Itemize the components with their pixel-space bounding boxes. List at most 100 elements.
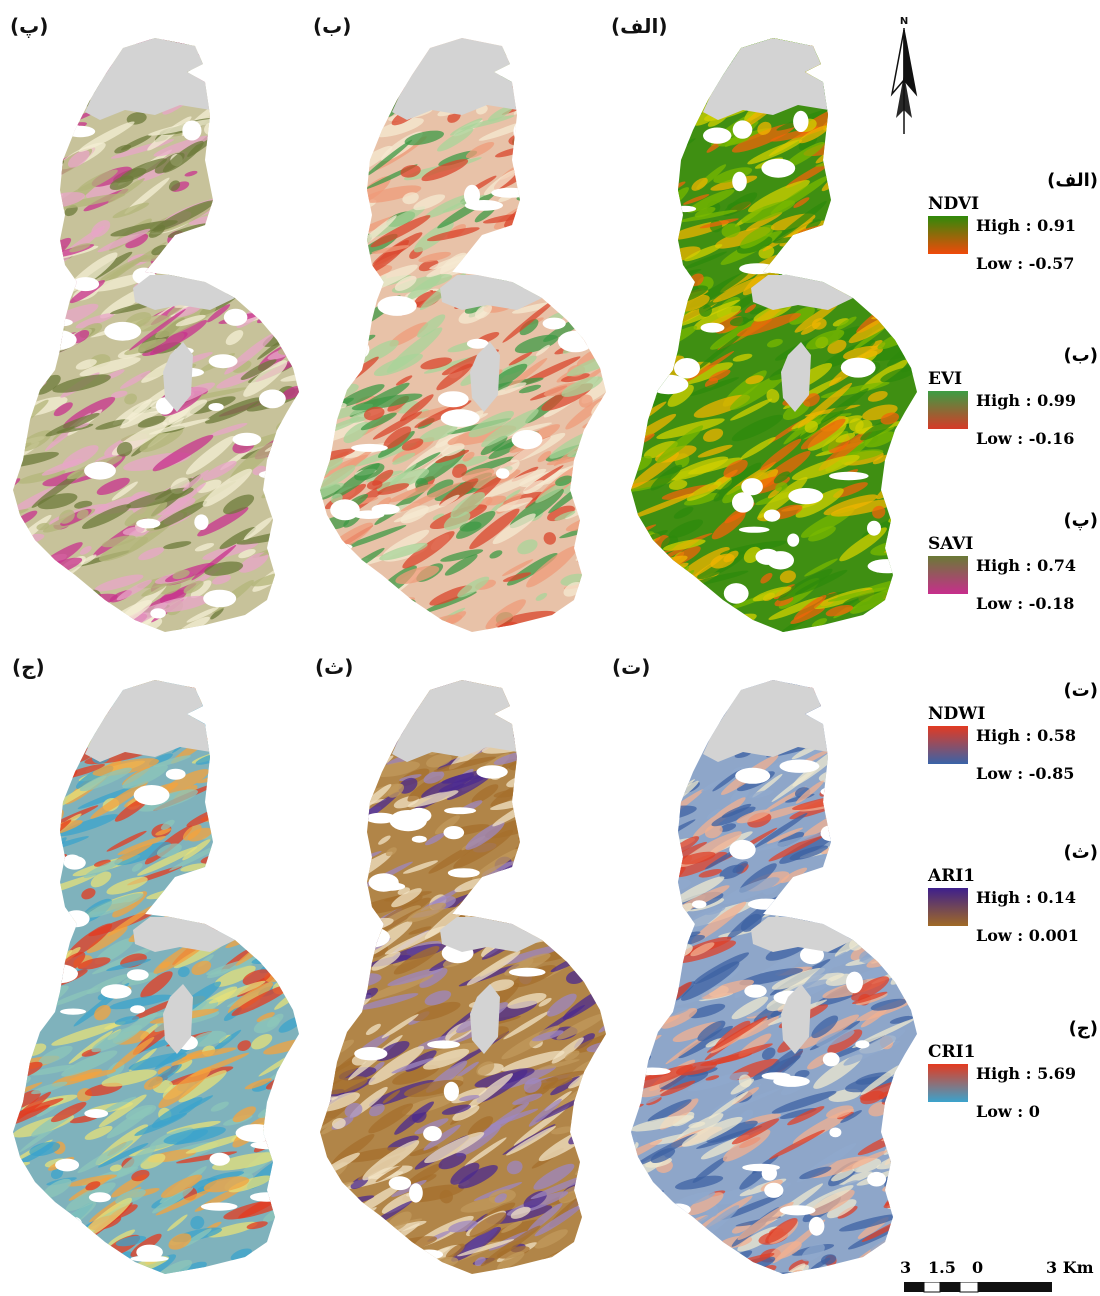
pixel-patch <box>249 733 299 768</box>
pixel-patch <box>125 233 149 249</box>
pixel-patch <box>623 662 656 676</box>
pixel-patch <box>381 1191 419 1214</box>
pixel-patch <box>30 686 73 713</box>
mask-gap <box>747 898 785 910</box>
mask-gap <box>354 1047 388 1061</box>
pixel-patch <box>370 215 431 248</box>
pixel-patch <box>267 1138 287 1151</box>
pixel-patch <box>552 922 596 951</box>
pixel-patch <box>527 1203 563 1233</box>
pixel-patch <box>637 602 678 626</box>
pixel-patch <box>722 1129 771 1162</box>
pixel-patch <box>269 472 299 498</box>
pixel-patch <box>459 1094 480 1102</box>
pixel-patch <box>631 1054 648 1067</box>
pixel-patch <box>800 322 821 335</box>
pixel-patch <box>865 730 900 747</box>
pixel-patch <box>325 581 363 606</box>
pixel-patch <box>376 597 416 610</box>
pixel-patch <box>320 332 349 346</box>
pixel-patch <box>454 878 486 893</box>
mask-gap <box>466 338 489 349</box>
pixel-patch <box>529 923 545 934</box>
pixel-patch <box>737 1201 794 1240</box>
pixel-patch <box>13 451 59 469</box>
pixel-patch <box>13 733 38 756</box>
pixel-patch <box>13 161 19 178</box>
pixel-patch <box>44 680 101 696</box>
pixel-patch <box>588 1242 606 1256</box>
pixel-patch <box>17 430 53 452</box>
pixel-patch <box>230 796 287 832</box>
pixel-patch <box>215 812 235 824</box>
pixel-patch <box>854 890 882 912</box>
pixel-patch <box>240 359 277 380</box>
mask-gap <box>40 964 78 984</box>
pixel-patch <box>13 1196 38 1214</box>
pixel-patch <box>829 888 865 899</box>
pixel-patch <box>283 895 299 912</box>
pixel-patch <box>13 970 34 989</box>
pixel-patch <box>56 749 69 756</box>
pixel-patch <box>676 38 720 50</box>
pixel-patch <box>483 169 518 196</box>
pixel-patch <box>26 109 63 128</box>
pixel-patch <box>789 306 815 325</box>
pixel-patch <box>13 292 63 332</box>
pixel-patch <box>13 347 59 364</box>
pixel-patch <box>13 909 34 927</box>
pixel-patch <box>631 52 648 82</box>
pixel-patch <box>895 166 917 189</box>
pixel-patch <box>275 885 296 898</box>
pixel-patch <box>721 223 741 238</box>
pixel-patch <box>75 359 97 370</box>
pixel-patch <box>631 235 645 248</box>
mask-gap <box>353 510 385 519</box>
pixel-patch <box>851 976 890 1001</box>
pixel-patch <box>320 955 347 980</box>
pixel-patch <box>445 1243 465 1259</box>
pixel-patch <box>899 963 917 978</box>
pixel-patch <box>67 150 90 168</box>
pixel-patch <box>657 714 692 739</box>
pixel-patch <box>732 766 745 774</box>
pixel-patch <box>195 230 235 264</box>
pixel-patch <box>313 1276 332 1287</box>
pixel-patch <box>830 730 889 759</box>
nodata-area <box>751 917 853 952</box>
pixel-patch <box>692 797 746 838</box>
pixel-patch <box>240 83 253 92</box>
pixel-patch <box>17 712 82 733</box>
pixel-patch <box>787 1106 825 1126</box>
pixel-patch <box>217 266 278 283</box>
mask-gap <box>321 1191 345 1201</box>
pixel-patch <box>267 265 299 284</box>
pixel-patch <box>336 212 353 226</box>
pixel-patch <box>487 105 514 122</box>
pixel-patch <box>776 106 841 131</box>
pixel-patch <box>548 926 606 947</box>
pixel-patch <box>27 120 61 135</box>
pixel-patch <box>255 688 297 712</box>
pixel-patch <box>857 680 911 695</box>
pixel-patch <box>7 662 33 675</box>
pixel-patch <box>424 194 471 219</box>
pixel-patch <box>312 633 346 645</box>
pixel-patch <box>699 218 739 229</box>
pixel-patch <box>153 135 211 157</box>
pixel-patch <box>13 45 34 70</box>
pixel-patch <box>117 1145 156 1177</box>
pixel-patch <box>631 1115 695 1132</box>
pixel-patch <box>485 495 507 506</box>
pixel-patch <box>371 245 410 254</box>
pixel-patch <box>273 749 294 768</box>
pixel-patch <box>729 316 750 327</box>
pixel-patch <box>365 1023 381 1036</box>
legend-title: EVI <box>928 369 963 389</box>
pixel-patch <box>320 842 355 859</box>
pixel-patch <box>575 248 606 271</box>
pixel-patch <box>771 765 821 802</box>
pixel-patch <box>721 803 752 818</box>
mask-gap <box>347 339 370 360</box>
pixel-patch <box>320 535 339 562</box>
